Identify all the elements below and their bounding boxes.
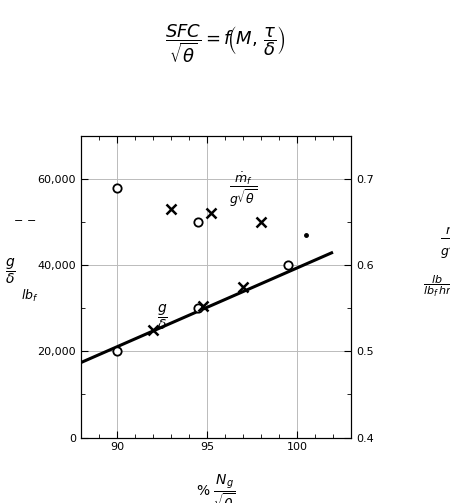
Text: $\dfrac{\dot{m}_f}{g\sqrt{\theta}}$: $\dfrac{\dot{m}_f}{g\sqrt{\theta}}$ (229, 171, 257, 209)
Text: $\dfrac{\dot{m}_f}{g\sqrt{\theta}}$: $\dfrac{\dot{m}_f}{g\sqrt{\theta}}$ (440, 222, 450, 261)
Text: $\%\ \dfrac{N_g}{\sqrt{\theta}}$: $\%\ \dfrac{N_g}{\sqrt{\theta}}$ (196, 472, 236, 503)
Text: $\dfrac{g}{\delta}$: $\dfrac{g}{\delta}$ (5, 257, 16, 286)
Text: $\dfrac{SFC}{\sqrt{\theta}} = f\!\left(M,\, \dfrac{\tau}{\delta}\right)$: $\dfrac{SFC}{\sqrt{\theta}} = f\!\left(M… (165, 23, 285, 65)
Text: $\dfrac{lb}{lb_f\,hr}$: $\dfrac{lb}{lb_f\,hr}$ (423, 274, 450, 299)
Text: $-\,-$: $-\,-$ (13, 214, 36, 224)
Text: $\dfrac{g}{\delta}$: $\dfrac{g}{\delta}$ (157, 302, 167, 331)
Text: $lb_f$: $lb_f$ (21, 288, 39, 304)
